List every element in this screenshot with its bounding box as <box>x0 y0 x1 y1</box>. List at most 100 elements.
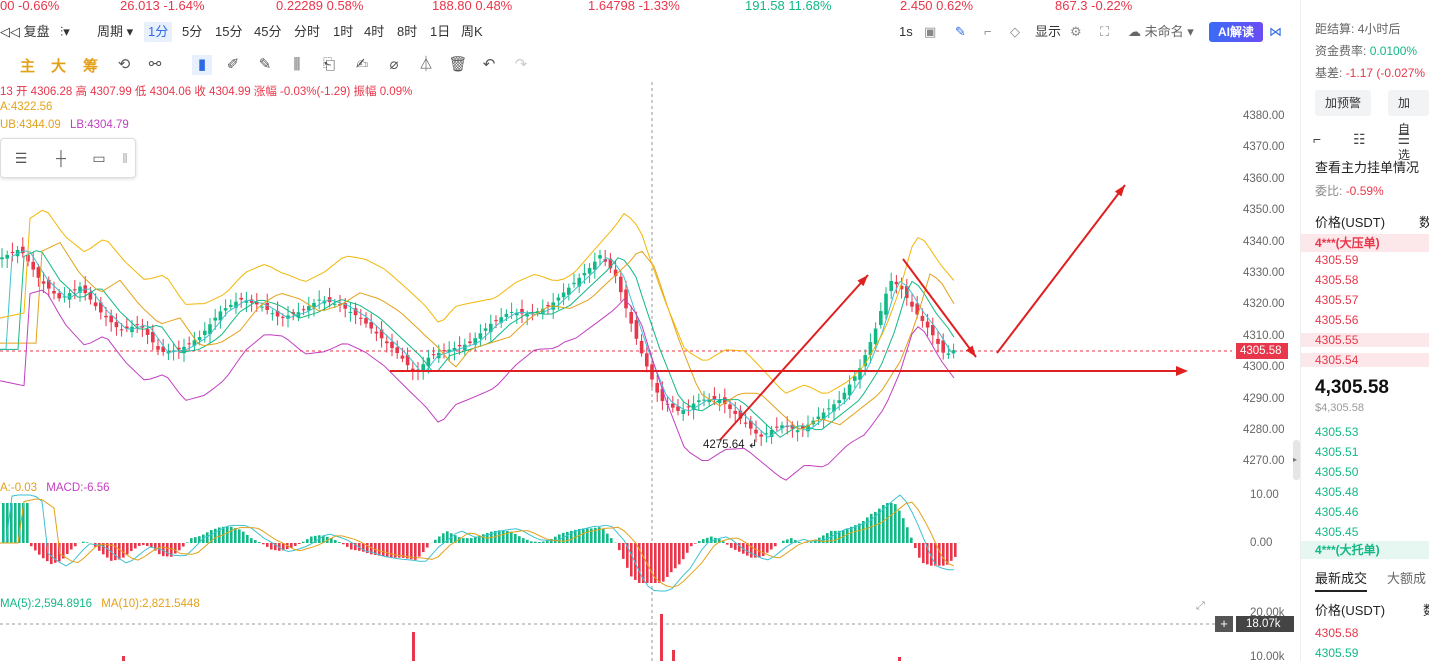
candle-body <box>421 364 425 371</box>
candle-body <box>343 303 347 309</box>
panel-collapse-handle[interactable]: ▸ <box>1293 440 1300 480</box>
orderbook-row[interactable]: 4305.46 <box>1315 505 1358 519</box>
add-indicator-icon[interactable]: + <box>1215 616 1233 632</box>
undo-icon[interactable]: ↶ <box>479 55 499 75</box>
orderbook-row[interactable]: 4305.53 <box>1315 425 1358 439</box>
orderbook-row[interactable]: 4305.54 <box>1301 353 1429 367</box>
draw-pen-icon[interactable]: ✎ <box>955 22 966 42</box>
ticker-item[interactable]: 191.58 11.68% <box>745 0 832 13</box>
fullscreen-icon[interactable]: ⛶ <box>1100 22 1109 42</box>
note-icon[interactable]: ⌐ <box>984 22 992 42</box>
ticker-item[interactable]: 26.013 -1.64% <box>120 0 205 13</box>
macd-bar <box>950 543 953 561</box>
candle-body <box>333 304 337 305</box>
refresh-rate[interactable]: 1s <box>899 22 913 42</box>
ticker-item[interactable]: 2.450 0.62% <box>900 0 973 13</box>
ticker-item[interactable]: 0.22289 0.58% <box>276 0 363 13</box>
candle-body <box>739 411 743 419</box>
macd-bar <box>542 542 545 543</box>
interval-option[interactable]: 4时 <box>364 22 384 42</box>
volume-bar <box>660 614 663 661</box>
macd-bar <box>762 543 765 556</box>
big-buy-wall[interactable]: 4***(大托单) <box>1301 541 1429 559</box>
orderbook-row[interactable]: 4305.56 <box>1315 313 1358 327</box>
restore-button[interactable]: ◁◁ 复盘 <box>0 22 50 42</box>
macd-bar <box>942 543 945 566</box>
layout-name-dropdown[interactable]: ☁ 未命名 ▾ <box>1128 22 1194 42</box>
expand-icon[interactable]: ⤢ <box>1196 600 1205 613</box>
big-sell-wall[interactable]: 4***(大压单) <box>1301 234 1429 252</box>
rectangle-icon[interactable]: ▭ <box>87 148 111 168</box>
macd-bar <box>458 537 461 543</box>
macd-bar <box>894 504 897 543</box>
bookmark-icon[interactable]: ▮ <box>192 55 212 75</box>
brush-icon[interactable]: ✎ <box>255 55 275 75</box>
trash-icon[interactable]: 🗑 <box>448 55 468 75</box>
macd-bar <box>478 536 481 543</box>
drag-handle-icon[interactable]: ‖ <box>119 148 131 168</box>
candle-body <box>900 286 904 290</box>
lines-icon[interactable]: ☰ <box>9 148 33 168</box>
ticker-item[interactable]: 00 -0.66% <box>0 0 59 13</box>
settings-icon[interactable]: ⚙ <box>1070 22 1082 42</box>
period-dropdown[interactable]: 周期 ▾ <box>97 22 133 42</box>
orderbook-row[interactable]: 4305.59 <box>1315 253 1358 267</box>
candle-body <box>442 350 446 351</box>
orderbook-row[interactable]: 4305.50 <box>1315 465 1358 479</box>
orderbook-row[interactable]: 4305.45 <box>1315 525 1358 539</box>
candle-body <box>811 421 815 425</box>
interval-option[interactable]: 1分 <box>144 22 172 42</box>
ticker-item[interactable]: 1.64798 -1.33% <box>588 0 680 13</box>
layout-icon[interactable]: ◇ <box>1010 22 1020 42</box>
ticker-item[interactable]: 188.80 0.48% <box>432 0 512 13</box>
orderbook-row[interactable]: 4305.57 <box>1315 293 1358 307</box>
interval-option[interactable]: 15分 <box>215 22 242 42</box>
macd-bar <box>370 543 373 554</box>
orderbook-row[interactable]: 4305.58 <box>1315 273 1358 287</box>
edit-note-icon[interactable]: ✍ <box>352 55 372 75</box>
orderbook-row[interactable]: 4305.55 <box>1301 333 1429 347</box>
macd-bar <box>194 537 197 543</box>
interval-option[interactable]: 1时 <box>333 22 353 42</box>
interval-option[interactable]: 45分 <box>254 22 281 42</box>
redo-icon[interactable]: ↷ <box>511 55 531 75</box>
candle-body <box>265 303 269 310</box>
main-force-button[interactable]: 主 <box>20 55 35 76</box>
add-watchlist-button[interactable]: 加自选 <box>1388 90 1429 116</box>
add-alert-button[interactable]: 加预警 <box>1315 90 1371 116</box>
display-button[interactable]: 显示 <box>1035 22 1061 42</box>
macd-bar <box>630 543 633 576</box>
candle-body <box>603 259 607 262</box>
interval-option[interactable]: 8时 <box>397 22 417 42</box>
ai-interpret-button[interactable]: AI解读 <box>1209 22 1263 42</box>
ticker-item[interactable]: 867.3 -0.22% <box>1055 0 1132 13</box>
tab-latest-trades[interactable]: 最新成交 <box>1315 568 1367 592</box>
camera-icon[interactable]: ▣ <box>924 22 936 42</box>
macd-bar <box>602 529 605 543</box>
indicator-icon[interactable]: ⚯ <box>145 55 165 75</box>
sync-icon[interactable]: ⟲ <box>114 55 134 75</box>
interval-option[interactable]: 分时 <box>294 22 320 42</box>
orderbook-row[interactable]: 4305.51 <box>1315 445 1358 459</box>
orderbook-view-icons[interactable]: ⌐ ☷ ☰ ☰ <box>1313 131 1429 148</box>
crosshair-icon[interactable]: ┼ <box>49 148 73 168</box>
ruler-icon[interactable]: ✐ <box>223 55 243 75</box>
big-order-button[interactable]: 大 <box>51 55 66 76</box>
chart-type-icon[interactable]: ⫶▾ <box>60 22 70 42</box>
pattern-icon[interactable]: ⫼ <box>287 55 307 75</box>
macd-bar <box>314 536 317 543</box>
share-icon[interactable]: ⋈ <box>1269 22 1282 42</box>
macd-bar <box>406 543 409 559</box>
tag-icon[interactable]: ⌀ <box>384 55 404 75</box>
interval-option[interactable]: 5分 <box>182 22 202 42</box>
filter-icon[interactable]: ⏃ <box>416 55 436 75</box>
candle-body <box>941 340 945 352</box>
orderbook-row[interactable]: 4305.48 <box>1315 485 1358 499</box>
interval-option[interactable]: 1日 <box>430 22 450 42</box>
view-main-orders[interactable]: 查看主力挂单情况 <box>1315 157 1419 176</box>
clipboard-icon[interactable]: ⎗ <box>319 55 339 75</box>
interval-option[interactable]: 周K <box>461 22 483 42</box>
tab-big-trades[interactable]: 大额成 <box>1387 568 1426 587</box>
candlestick-chart[interactable] <box>0 0 1300 661</box>
chips-button[interactable]: 筹 <box>83 55 98 76</box>
